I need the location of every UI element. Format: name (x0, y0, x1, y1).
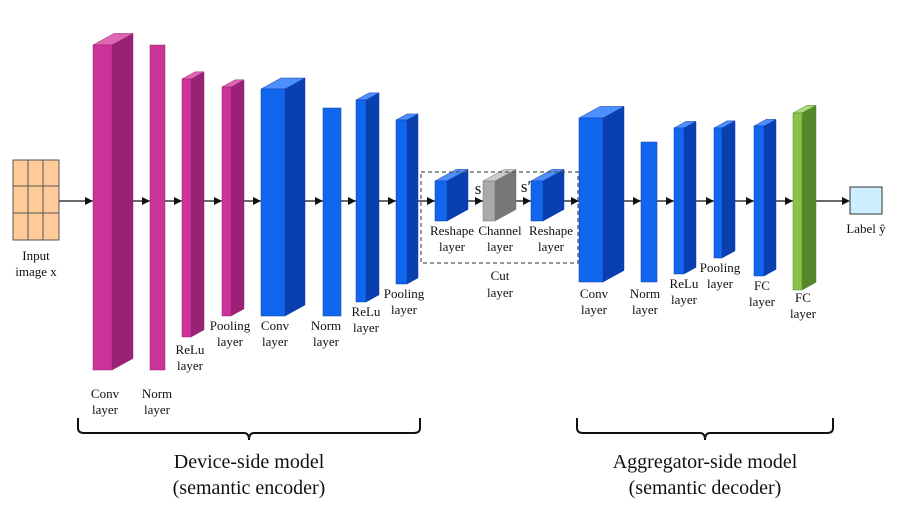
flow-arrowhead (633, 197, 641, 205)
layer-labels: ConvlayerNormlayerReLulayerPoolinglayerC… (91, 260, 817, 417)
symbol-s-prime: s′ (521, 177, 531, 196)
decoder-layer-label-2-line1: Norm (630, 286, 660, 301)
flow-arrowhead (142, 197, 150, 205)
encoder-layer-label-2-line1: Norm (142, 386, 172, 401)
cut-channel-block (482, 169, 517, 222)
decoder-layer-label-2-line2: layer (632, 302, 659, 317)
flow-arrowhead (706, 197, 714, 205)
encoder-layer-label-7-line1: ReLu (352, 304, 381, 319)
decoder-norm-block (640, 141, 658, 283)
flow-arrowhead (842, 197, 850, 205)
flow-arrowhead (475, 197, 483, 205)
layer-blocks (85, 33, 850, 371)
flow-arrowhead (571, 197, 579, 205)
encoder-layer-label-8-line2: layer (391, 302, 418, 317)
decoder-layer-label-5-line1: FC (754, 278, 770, 293)
device-brace (77, 418, 421, 441)
cut-layer-label-reshape-1-line1: Reshape (430, 223, 474, 238)
flow-arrowhead (315, 197, 323, 205)
decoder-pool-block (713, 120, 736, 259)
encoder-norm-1-block (149, 44, 166, 371)
encoder-norm-2-block (322, 107, 342, 317)
decoder-layer-label-1-line2: layer (581, 302, 608, 317)
input-label-line1: Input (22, 248, 50, 263)
flow-arrowhead (523, 197, 531, 205)
encoder-layer-label-7-line2: layer (353, 320, 380, 335)
flow-arrowhead (785, 197, 793, 205)
encoder-layer-label-3-line1: ReLu (176, 342, 205, 357)
encoder-layer-label-1-line2: layer (92, 402, 119, 417)
decoder-layer-label-3-line2: layer (671, 292, 698, 307)
decoder-layer-label-4-line2: layer (707, 276, 734, 291)
cut-layer-label-reshape-2-line1: Reshape (529, 223, 573, 238)
encoder-layer-label-5-line2: layer (262, 334, 289, 349)
flow-arrowhead (348, 197, 356, 205)
output-label-box (849, 186, 883, 215)
aggregator-model-subtitle: (semantic decoder) (629, 477, 782, 499)
flow-arrowhead (427, 197, 435, 205)
flow-arrowhead (253, 197, 261, 205)
flow-arrowhead (666, 197, 674, 205)
cut-layer-label-channel-line2: layer (487, 239, 514, 254)
aggregator-brace (576, 418, 834, 441)
encoder-layer-label-1-line1: Conv (91, 386, 120, 401)
flow-arrowhead (174, 197, 182, 205)
cut-title-line1: Cut (491, 268, 510, 283)
decoder-fc-2-block (792, 104, 817, 291)
flow-arrowhead (85, 197, 93, 205)
decoder-conv-block (578, 106, 625, 283)
flow-arrowhead (746, 197, 754, 205)
decoder-layer-label-1-line1: Conv (580, 286, 609, 301)
device-model-title: Device-side model (174, 451, 325, 473)
encoder-layer-label-5-line1: Conv (261, 318, 290, 333)
decoder-layer-label-3-line1: ReLu (670, 276, 699, 291)
symbol-s: s (475, 179, 482, 198)
decoder-layer-label-6-line2: layer (790, 306, 817, 321)
encoder-conv-2-block (260, 77, 306, 317)
flow-arrowhead (388, 197, 396, 205)
encoder-layer-label-6-line1: Norm (311, 318, 341, 333)
cut-region-box (420, 171, 579, 264)
cut-layer-label-reshape-1-line2: layer (439, 239, 466, 254)
decoder-layer-label-4-line1: Pooling (700, 260, 741, 275)
input-image-grid (12, 159, 60, 241)
encoder-layer-label-4-line1: Pooling (210, 318, 251, 333)
encoder-layer-label-6-line2: layer (313, 334, 340, 349)
encoder-layer-label-2-line2: layer (144, 402, 171, 417)
encoder-layer-label-3-line2: layer (177, 358, 204, 373)
decoder-fc-1-block (753, 118, 777, 277)
input-label-line2: image x (15, 264, 57, 279)
decoder-layer-label-5-line2: layer (749, 294, 776, 309)
encoder-layer-label-8-line1: Pooling (384, 286, 425, 301)
cut-layer-label-channel-line1: Channel (478, 223, 522, 238)
cut-title-line2: layer (487, 285, 514, 300)
encoder-pool-2-block (395, 113, 419, 285)
encoder-layer-label-4-line2: layer (217, 334, 244, 349)
cut-reshape-1-block (434, 169, 469, 222)
cut-layer-label-reshape-2-line2: layer (538, 239, 565, 254)
decoder-layer-label-6-line1: FC (795, 290, 811, 305)
encoder-conv-1-block (92, 33, 134, 371)
aggregator-model-title: Aggregator-side model (613, 451, 798, 473)
cut-reshape-2-block (530, 169, 565, 222)
decoder-relu-block (673, 120, 697, 275)
device-model-subtitle: (semantic encoder) (173, 477, 326, 499)
output-label: Label ŷ (846, 221, 886, 236)
input-grid-bg (12, 159, 60, 241)
encoder-pool-1-block (221, 79, 245, 317)
encoder-relu-2-block (355, 92, 380, 303)
flow-arrowhead (214, 197, 222, 205)
encoder-relu-1-block (181, 71, 205, 338)
